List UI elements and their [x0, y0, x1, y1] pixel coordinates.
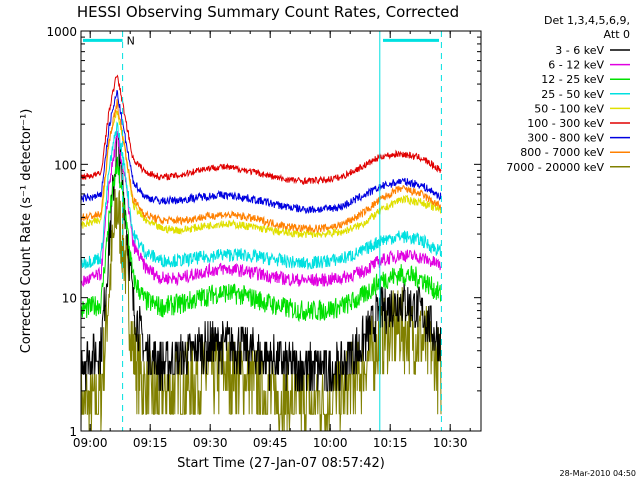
series-line-6-12-kev	[81, 131, 442, 288]
series-line-800-7000-kev	[81, 99, 442, 233]
legend-label-8: 7000 - 20000 keV	[506, 161, 604, 174]
series-line-3-6-kev	[81, 132, 442, 392]
legend-label-0: 3 - 6 keV	[555, 44, 604, 57]
series-line-300-800-kev	[81, 89, 442, 215]
plot-frame	[80, 30, 482, 432]
legend-label-7: 800 - 7000 keV	[520, 146, 604, 159]
x-tick-label-1: 09:15	[133, 436, 168, 450]
y-tick-label-3: 1000	[46, 25, 77, 39]
x-axis-label: Start Time (27-Jan-07 08:57:42)	[177, 456, 385, 471]
legend-header-attenuator: Att 0	[604, 28, 630, 41]
legend-label-1: 6 - 12 keV	[548, 59, 604, 72]
x-tick-label-2: 09:30	[193, 436, 228, 450]
legend-label-4: 50 - 100 keV	[534, 102, 604, 115]
series-line-12-25-kev	[81, 156, 442, 323]
x-tick-label-0: 09:00	[73, 436, 108, 450]
axis-ticks: 09:00 09:15 09:30 09:45 10:00 10:15 10:30 1 10 10…	[46, 25, 481, 450]
y-tick-label-2: 100	[54, 158, 77, 172]
y-axis-label: Corrected Count Rate (s⁻¹ detector⁻¹)	[19, 109, 34, 354]
chart-title: HESSI Observing Summary Count Rates, Cor…	[77, 3, 459, 21]
series-line-100-300-kev	[81, 74, 442, 186]
x-tick-label-3: 09:45	[253, 436, 288, 450]
legend-label-5: 100 - 300 keV	[527, 117, 604, 130]
legend-label-6: 300 - 800 keV	[527, 132, 604, 145]
y-tick-label-1: 10	[62, 292, 77, 306]
legend-header-detectors: Det 1,3,4,5,6,9,	[544, 14, 630, 27]
x-tick-label-4: 10:00	[313, 436, 348, 450]
series-line-50-100-kev	[81, 110, 442, 239]
annotation-layer	[83, 31, 442, 431]
timestamp: 28-Mar-2010 04:50	[560, 469, 637, 478]
legend-label-2: 12 - 25 keV	[541, 73, 604, 86]
night-marker: N	[127, 34, 135, 47]
series-layer	[81, 74, 442, 431]
y-tick-label-0: 1	[69, 425, 77, 439]
x-tick-label-6: 10:30	[433, 436, 468, 450]
series-line-25-50-kev	[81, 121, 442, 270]
plot-area	[80, 30, 482, 432]
legend: Det 1,3,4,5,6,9, Att 0 3 - 6 keV 6 - 12 k…	[506, 14, 630, 174]
x-tick-label-5: 10:15	[373, 436, 408, 450]
legend-label-3: 25 - 50 keV	[541, 88, 604, 101]
